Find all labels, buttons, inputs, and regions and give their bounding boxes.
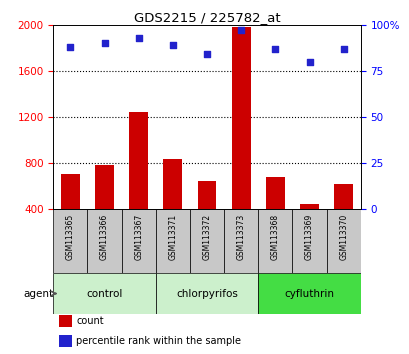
Bar	[95, 165, 114, 209]
Bar	[87, 209, 121, 273]
Bar	[299, 204, 318, 209]
Text: control: control	[86, 289, 122, 298]
Text: GSM113365: GSM113365	[66, 214, 75, 260]
Bar	[265, 177, 284, 209]
Point	[67, 44, 74, 50]
Bar	[224, 209, 258, 273]
Bar	[61, 174, 80, 209]
Bar	[197, 181, 216, 209]
Bar	[121, 209, 155, 273]
Bar	[129, 112, 148, 209]
Bar	[163, 159, 182, 209]
Bar	[53, 273, 155, 314]
Bar	[231, 27, 250, 209]
Point	[306, 59, 312, 64]
Point	[203, 51, 210, 57]
Bar	[258, 209, 292, 273]
Bar	[333, 183, 352, 209]
Bar	[155, 273, 258, 314]
Text: GSM113367: GSM113367	[134, 214, 143, 260]
Bar	[59, 335, 72, 347]
Point	[339, 46, 346, 52]
Bar	[258, 273, 360, 314]
Text: cyfluthrin: cyfluthrin	[284, 289, 334, 298]
Bar	[53, 209, 87, 273]
Text: GSM113372: GSM113372	[202, 214, 211, 260]
Text: GSM113369: GSM113369	[304, 214, 313, 260]
Text: GSM113366: GSM113366	[100, 214, 109, 260]
Title: GDS2215 / 225782_at: GDS2215 / 225782_at	[133, 11, 280, 24]
Bar	[189, 209, 224, 273]
Point	[272, 46, 278, 52]
Bar	[59, 315, 72, 327]
Text: GSM113371: GSM113371	[168, 214, 177, 260]
Text: percentile rank within the sample: percentile rank within the sample	[76, 336, 241, 346]
Text: GSM113373: GSM113373	[236, 214, 245, 260]
Point	[135, 35, 142, 40]
Bar	[155, 209, 189, 273]
Text: chlorpyrifos: chlorpyrifos	[176, 289, 237, 298]
Bar	[292, 209, 326, 273]
Point	[237, 28, 244, 33]
Text: agent: agent	[23, 289, 53, 298]
Point	[169, 42, 176, 48]
Text: GSM113368: GSM113368	[270, 214, 279, 260]
Text: count: count	[76, 316, 104, 326]
Text: GSM113370: GSM113370	[338, 214, 347, 260]
Point	[101, 40, 108, 46]
Bar	[326, 209, 360, 273]
